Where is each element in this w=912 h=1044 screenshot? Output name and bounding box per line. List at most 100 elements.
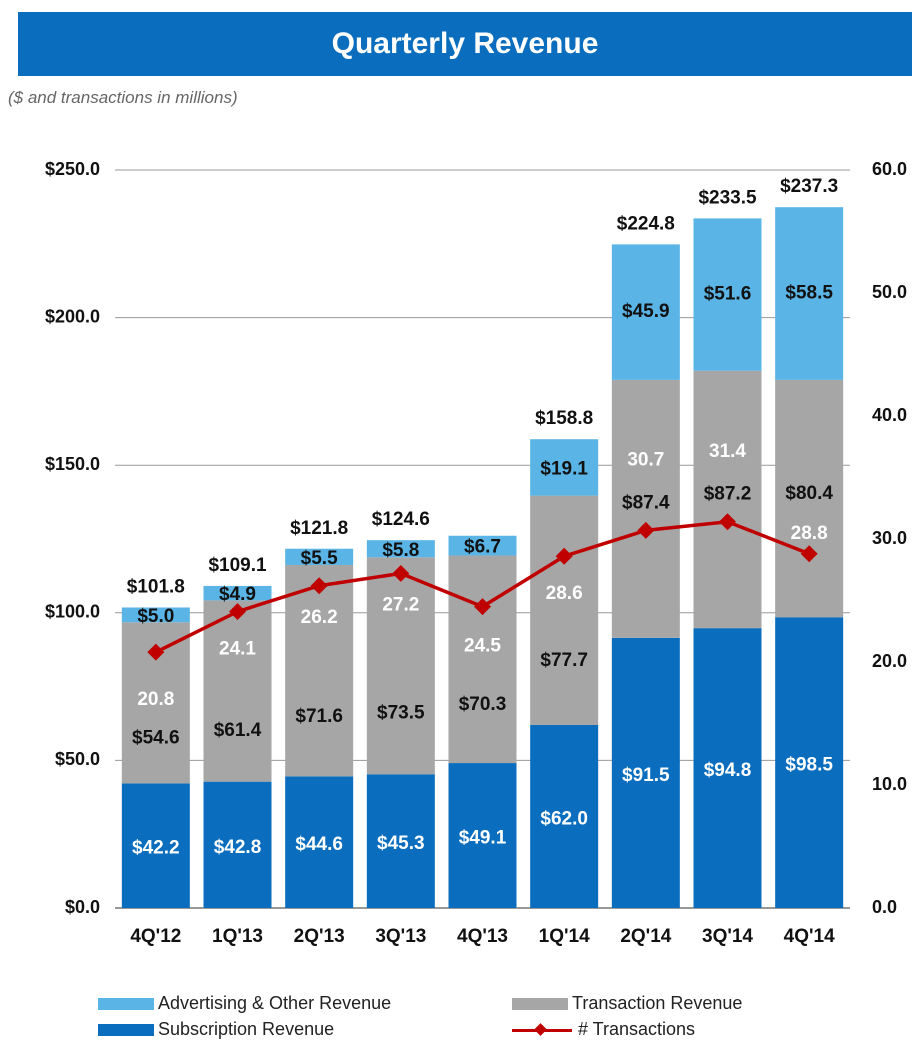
bar-transaction (530, 495, 599, 725)
y-left-tick-label: $0.0 (65, 897, 100, 917)
transactions-data-label: 24.1 (219, 639, 256, 660)
transactions-data-label: 20.8 (137, 689, 174, 710)
total-label: $233.5 (698, 187, 757, 208)
bar-subscription (448, 763, 517, 908)
y-right-tick-label: 40.0 (872, 405, 907, 425)
total-label: $237.3 (780, 176, 838, 197)
transactions-data-label: 27.2 (382, 594, 419, 615)
data-label-advertising: $4.9 (219, 584, 256, 605)
transactions-marker (555, 547, 573, 565)
transactions-marker (310, 577, 328, 595)
x-tick-label: 3Q'13 (375, 926, 426, 947)
legend-label-transaction-revenue: Transaction Revenue (572, 993, 743, 1013)
y-right-tick-label: 50.0 (872, 282, 907, 302)
bar-advertising (121, 607, 190, 623)
data-label-advertising: $45.9 (622, 301, 670, 322)
data-label-subscription: $62.0 (540, 809, 588, 830)
bar-transaction (448, 555, 517, 764)
x-tick-label: 1Q'13 (212, 926, 263, 947)
data-label-subscription: $94.8 (704, 760, 752, 781)
legend-label-subscription: Subscription Revenue (158, 1019, 335, 1039)
bar-transaction (203, 600, 272, 782)
total-label: $101.8 (127, 577, 185, 598)
legend-item-transaction-revenue: Transaction Revenue (512, 993, 742, 1014)
data-label-advertising: $5.8 (382, 540, 419, 561)
transactions-data-label: 24.5 (464, 636, 501, 657)
data-label-advertising: $58.5 (785, 283, 833, 304)
y-left-tick-label: $200.0 (45, 306, 100, 326)
bar-subscription (693, 628, 762, 908)
data-label-subscription: $42.8 (214, 837, 262, 858)
data-label-subscription: $45.3 (377, 833, 425, 854)
total-label: $121.8 (290, 518, 348, 539)
y-left-tick-label: $250.0 (45, 159, 100, 179)
data-label-advertising: $19.1 (540, 458, 588, 479)
bar-advertising (285, 548, 354, 565)
data-label-transaction: $61.4 (214, 720, 262, 741)
bar-subscription (366, 774, 435, 908)
data-label-transaction: $54.6 (132, 727, 180, 748)
bar-advertising (203, 585, 272, 601)
chart-title: Quarterly Revenue (331, 27, 599, 60)
transactions-marker (800, 545, 818, 563)
bar-transaction (611, 379, 680, 638)
data-label-advertising: $51.6 (704, 284, 752, 305)
bar-advertising (611, 244, 680, 380)
bar-transaction (775, 379, 844, 618)
data-label-transaction: $77.7 (540, 650, 588, 671)
legend-swatch-advertising (98, 997, 154, 1010)
bar-advertising (448, 535, 517, 556)
total-label: $124.6 (372, 509, 430, 530)
data-label-advertising: $6.7 (464, 537, 501, 558)
bar-subscription (530, 724, 599, 908)
bar-advertising (530, 439, 599, 496)
bar-subscription (203, 781, 272, 908)
data-label-transaction: $87.2 (704, 483, 752, 504)
y-left-tick-label: $150.0 (45, 454, 100, 474)
bar-subscription (775, 617, 844, 908)
transactions-marker (474, 598, 491, 616)
x-tick-label: 2Q'13 (294, 926, 345, 947)
x-tick-label: 1Q'14 (539, 926, 590, 947)
transactions-data-label: 31.4 (709, 441, 746, 462)
x-tick-label: 3Q'14 (702, 926, 753, 947)
bar-subscription (611, 637, 680, 908)
transactions-marker (147, 643, 165, 661)
data-label-advertising: $5.0 (137, 606, 174, 627)
data-label-subscription: $42.2 (132, 838, 180, 859)
total-label: $224.8 (617, 213, 675, 234)
chart-subtitle: ($ and transactions in millions) (8, 88, 238, 107)
y-left-tick-label: $100.0 (45, 602, 100, 622)
data-label-transaction: $73.5 (377, 703, 425, 724)
data-label-subscription: $91.5 (622, 765, 670, 786)
x-tick-label: 4Q'12 (130, 926, 181, 947)
total-label: $158.8 (535, 408, 593, 429)
y-right-tick-label: 0.0 (872, 897, 897, 917)
data-label-subscription: $49.1 (459, 828, 507, 849)
legend-item-subscription: Subscription Revenue (98, 1019, 334, 1040)
bar-transaction (285, 564, 354, 777)
data-label-advertising: $5.5 (301, 548, 338, 569)
data-label-transaction: $87.4 (622, 493, 670, 514)
bar-advertising (775, 207, 844, 380)
title-banner: Quarterly Revenue (18, 12, 912, 76)
bar-transaction (693, 370, 762, 629)
transactions-data-label: 30.7 (627, 449, 664, 470)
transactions-marker (719, 513, 736, 531)
legend-label-advertising: Advertising & Other Revenue (158, 993, 392, 1013)
transactions-data-label: 28.6 (546, 583, 583, 604)
bar-advertising (366, 540, 435, 558)
transactions-data-label: 26.2 (301, 607, 338, 628)
transactions-marker (229, 603, 246, 621)
total-label: $109.1 (208, 555, 267, 576)
legend-label-transactions-line: # Transactions (578, 1019, 696, 1039)
data-label-subscription: $44.6 (295, 834, 343, 855)
y-left-tick-label: $50.0 (55, 749, 100, 769)
quarterly-revenue-chart: $0.0 $50.0 $100.0 $150.0 $200.0 $250.0 0.0 10.0… (45, 159, 907, 947)
data-label-transaction: $70.3 (459, 694, 507, 715)
bar-advertising (693, 218, 762, 371)
y-right-tick-label: 20.0 (872, 651, 907, 671)
bar-transaction (366, 557, 435, 775)
y-right-tick-label: 60.0 (872, 159, 907, 179)
legend-item-transactions-line: # Transactions (512, 1019, 695, 1040)
